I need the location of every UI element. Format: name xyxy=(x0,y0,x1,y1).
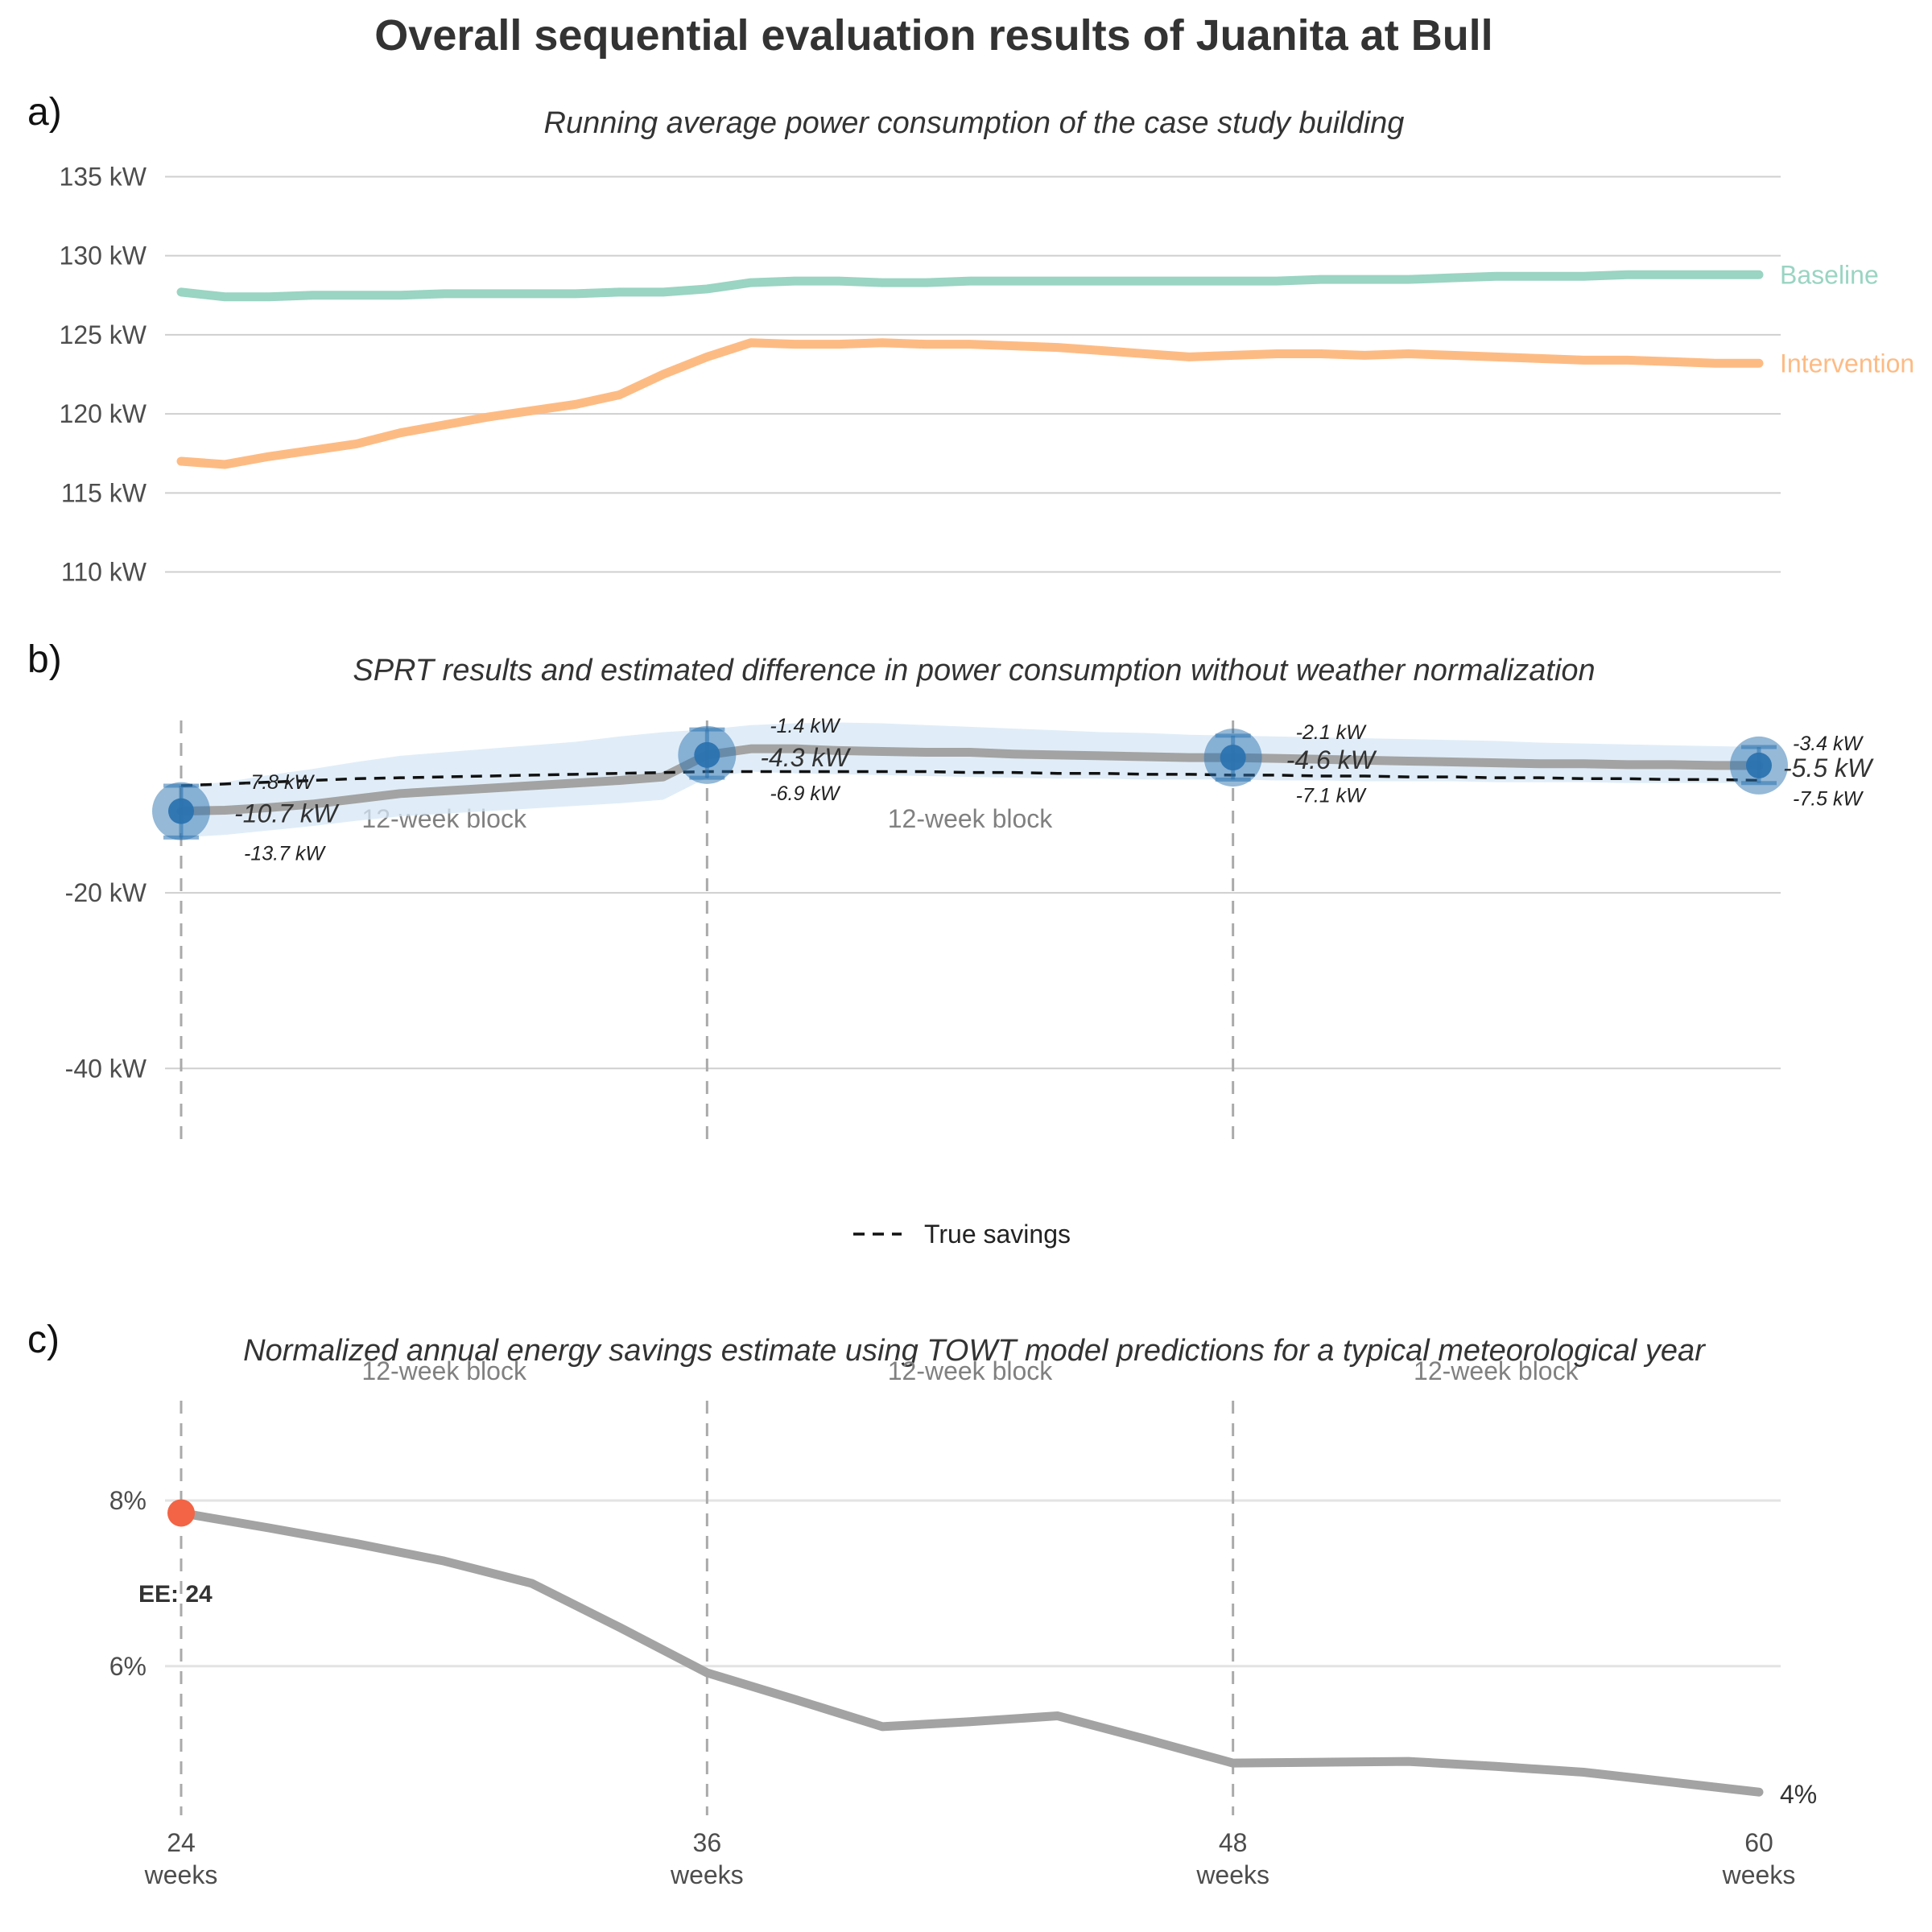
block-label-1: 12-week block xyxy=(361,1356,527,1385)
panel-c-label: c) xyxy=(27,1319,60,1361)
sprt-point-group-24: -10.7 kW -7.8 kW -13.7 kW xyxy=(152,771,340,865)
panel-c-block-labels: 12-week block 12-week block 12-week block xyxy=(361,1356,1579,1385)
y-tick-label-130: 130 kW xyxy=(60,242,147,270)
x-tick-unit-24: weeks xyxy=(144,1860,218,1889)
sprt-point-36 xyxy=(694,741,720,768)
panel-c-subtitle: Normalized annual energy savings estimat… xyxy=(243,1334,1706,1368)
panel-a-gridlines xyxy=(165,175,1781,573)
block-label-3: 12-week block xyxy=(1414,1356,1579,1385)
y-tick-label-115: 115 kW xyxy=(61,478,147,507)
series-line-intervention xyxy=(176,338,1764,469)
sprt-point-group-36: -4.3 kW -1.4 kW -6.9 kW xyxy=(678,715,851,805)
sprt-lower-label-36: -6.9 kW xyxy=(770,782,841,805)
y-tick-label-120: 120 kW xyxy=(60,399,147,428)
y-tick-label-8: 8% xyxy=(109,1486,147,1515)
sprt-point-60 xyxy=(1746,752,1772,778)
panel-c-x-ticks: 24 weeks 36 weeks 48 weeks 60 weeks xyxy=(144,1828,1796,1889)
panel-b-y-ticks: -40 kW -20 kW xyxy=(65,878,147,1083)
sprt-estimate-label-60: -5.5 kW xyxy=(1783,753,1874,782)
sprt-point-48 xyxy=(1220,745,1246,771)
y-tick-label-110: 110 kW xyxy=(61,558,147,587)
panel-a-subtitle: Running average power consumption of the… xyxy=(544,106,1405,140)
panel-b-gridlines xyxy=(165,892,1781,1070)
end-label-intervention: Intervention xyxy=(1780,349,1914,378)
y-tick-label--20: -20 kW xyxy=(65,878,147,907)
x-tick-label-48: 48 xyxy=(1219,1828,1248,1857)
chart-title: Overall sequential evaluation results of… xyxy=(374,11,1492,60)
sprt-lower-label-48: -7.1 kW xyxy=(1296,784,1368,807)
legend: True savings xyxy=(853,1220,1071,1249)
confidence-ribbon xyxy=(181,722,1759,838)
sprt-lower-label-60: -7.5 kW xyxy=(1793,788,1864,811)
x-tick-unit-36: weeks xyxy=(670,1860,744,1889)
sprt-upper-label-24: -7.8 kW xyxy=(244,771,316,794)
panel-b: b) SPRT results and estimated difference… xyxy=(27,638,1874,1249)
panel-b-series xyxy=(176,744,1764,816)
panel-a: a) Running average power consumption of … xyxy=(27,91,1914,587)
sprt-upper-label-60: -3.4 kW xyxy=(1793,733,1864,755)
x-tick-label-60: 60 xyxy=(1744,1828,1773,1857)
sprt-estimate-label-36: -4.3 kW xyxy=(760,743,851,772)
ee-point xyxy=(167,1499,195,1527)
panel-c-gridlines xyxy=(165,1499,1781,1668)
block-label-2: 12-week block xyxy=(888,1356,1054,1385)
sprt-estimate-label-24: -10.7 kW xyxy=(234,799,340,828)
x-tick-unit-60: weeks xyxy=(1722,1860,1796,1889)
x-tick-unit-48: weeks xyxy=(1195,1860,1269,1889)
end-label-normalized-savings: 4% xyxy=(1780,1780,1817,1809)
panel-a-series xyxy=(176,270,1764,469)
y-tick-label-135: 135 kW xyxy=(60,162,147,191)
panel-c-block-lines xyxy=(180,1401,1235,1815)
block-label-2: 12-week block xyxy=(888,804,1054,833)
x-tick-label-24: 24 xyxy=(167,1828,196,1857)
panel-b-label: b) xyxy=(27,638,62,681)
panel-b-subtitle: SPRT results and estimated difference in… xyxy=(353,654,1595,687)
panel-a-end-labels: Baseline Intervention xyxy=(1780,260,1914,378)
legend-true-savings-label: True savings xyxy=(924,1220,1071,1249)
y-tick-label-6: 6% xyxy=(109,1652,147,1681)
panel-b-sprt-points: -10.7 kW -7.8 kW -13.7 kW -4.3 kW -1.4 kW -6.… xyxy=(152,715,1874,865)
sprt-point-group-48: -4.6 kW-2.1 kW -7.1 kW xyxy=(1203,721,1377,807)
sprt-point-group-60: -5.5 kW-3.4 kW -7.5 kW xyxy=(1730,733,1874,811)
end-label-baseline: Baseline xyxy=(1780,260,1879,289)
series-line-baseline xyxy=(176,270,1764,302)
panel-a-y-ticks: 110 kW 115 kW 120 kW 125 kW 130 kW 135 kW xyxy=(60,162,147,586)
panel-a-label: a) xyxy=(27,91,62,134)
y-tick-label--40: -40 kW xyxy=(65,1054,147,1083)
panel-c-y-ticks: 6% 8% xyxy=(109,1486,147,1681)
ee-label: EE: 24 xyxy=(138,1581,213,1608)
sprt-lower-label-24: -13.7 kW xyxy=(244,842,326,865)
panel-c: c) Normalized annual energy savings esti… xyxy=(27,1319,1817,1889)
y-tick-label-125: 125 kW xyxy=(60,320,147,349)
sprt-upper-label-48: -2.1 kW xyxy=(1296,721,1368,744)
sprt-estimate-label-48: -4.6 kW xyxy=(1286,745,1377,774)
panel-c-series: 4% xyxy=(167,1499,1817,1809)
series-line-true-savings xyxy=(180,770,1760,787)
x-tick-label-36: 36 xyxy=(693,1828,722,1857)
series-line-normalized-savings xyxy=(176,1508,1764,1797)
series-line-estimated-difference xyxy=(176,744,1764,816)
sprt-point-24 xyxy=(168,798,194,824)
sprt-upper-label-36: -1.4 kW xyxy=(770,715,841,737)
panel-b-confidence-ribbon xyxy=(181,722,1759,838)
